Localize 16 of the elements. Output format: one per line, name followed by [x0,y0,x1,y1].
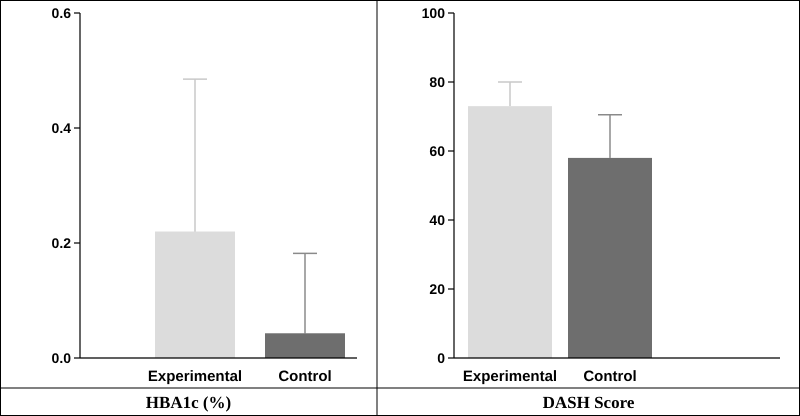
x-axis-title: DASH Score [542,393,635,412]
y-tick-label: 60 [429,142,446,159]
x-tick-label: Control [278,368,332,385]
y-tick-label: 0.2 [52,234,72,251]
y-tick-label: 0 [437,350,446,366]
y-tick-label: 100 [422,4,446,21]
y-tick-label: 0.6 [52,4,72,21]
y-tick-label: 40 [429,212,446,228]
y-tick-label: 20 [429,280,446,297]
y-tick-label: 80 [429,74,446,90]
x-tick-label: Control [583,368,637,385]
x-tick-label: Experimental [462,368,558,385]
y-tick-label: 0.0 [52,350,72,366]
x-tick-label: Experimental [148,368,242,385]
x-axis-title: HBA1c (%) [146,393,232,412]
y-tick-label: 0.4 [52,120,72,136]
